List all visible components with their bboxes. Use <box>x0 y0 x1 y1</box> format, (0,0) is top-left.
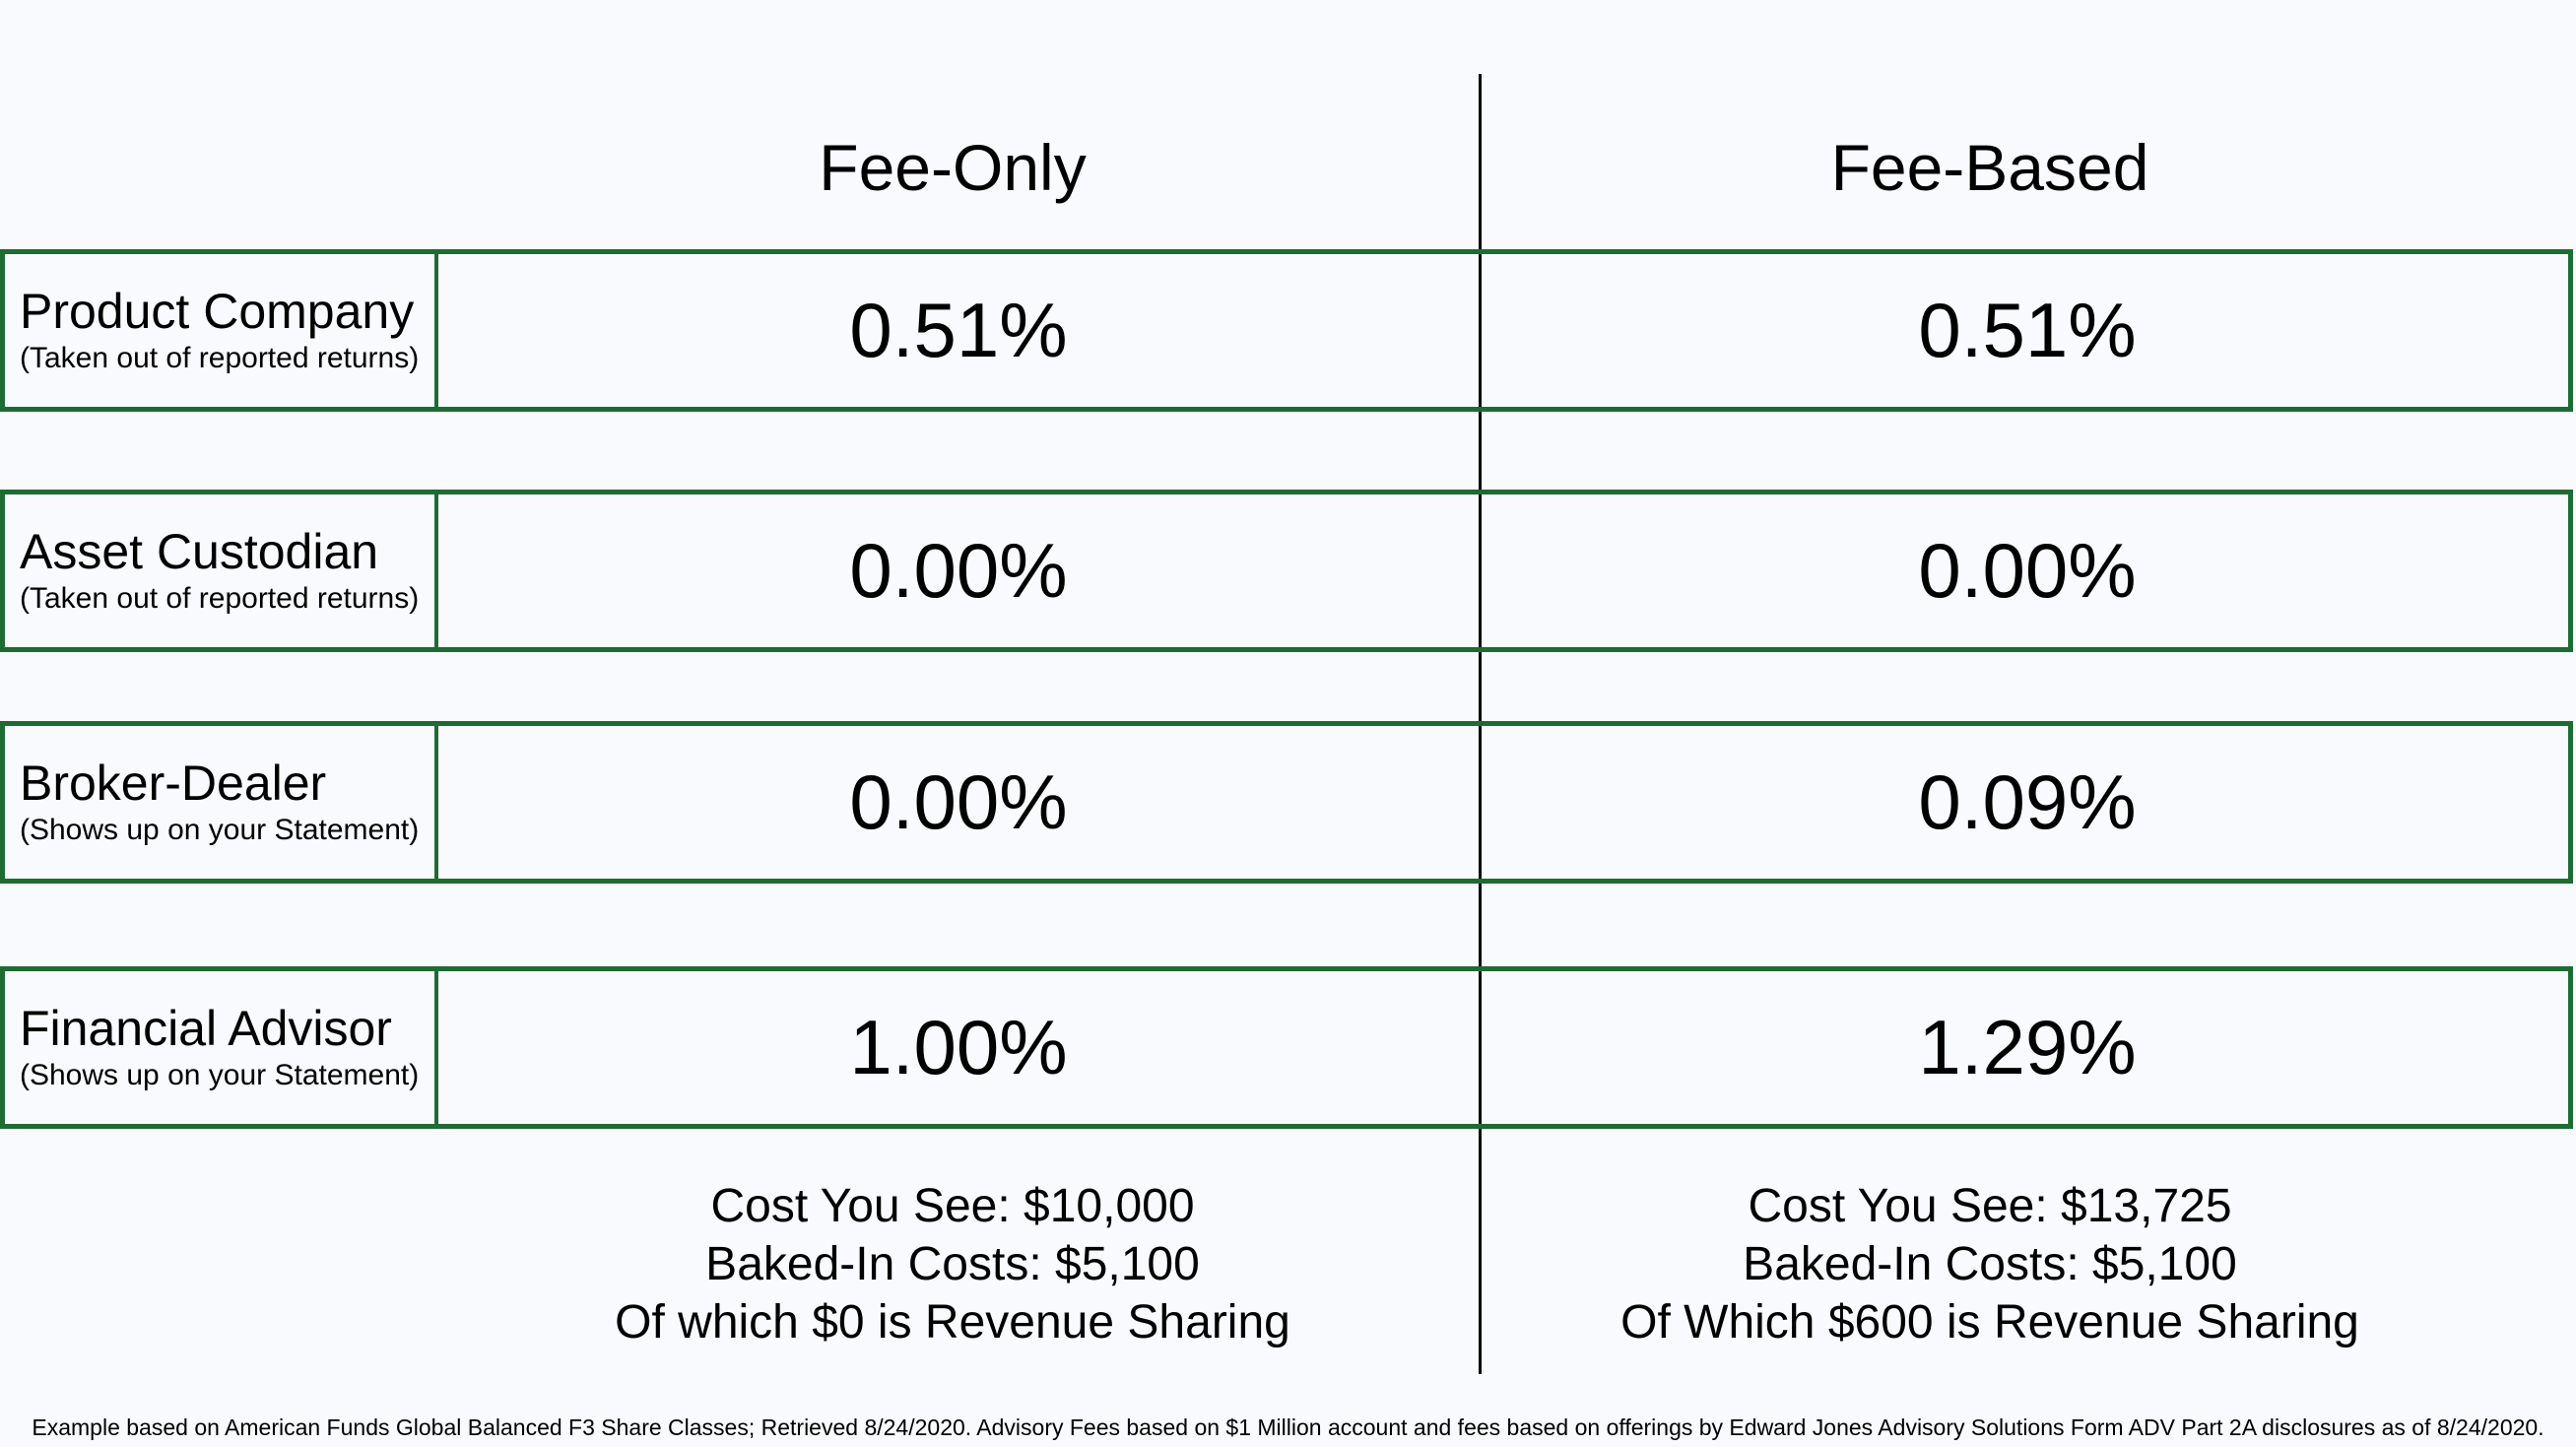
summary-line: Cost You See: $13,725 <box>1748 1180 2232 1232</box>
row-subtitle: (Shows up on your Statement) <box>20 1058 420 1091</box>
summary-fee-only: Cost You See: $10,000 Baked-In Costs: $5… <box>435 1177 1470 1351</box>
row-divider <box>1479 971 1482 1124</box>
row-subtitle: (Taken out of reported returns) <box>20 341 420 374</box>
row-subtitle: (Shows up on your Statement) <box>20 813 420 846</box>
row-label-cell: Product Company (Taken out of reported r… <box>5 254 438 407</box>
fee-only-value: 1.00% <box>849 1004 1068 1090</box>
footnote: Example based on American Funds Global B… <box>32 1414 2544 1440</box>
fee-based-value: 1.29% <box>1918 1004 2137 1090</box>
row-label-cell: Financial Advisor (Shows up on your Stat… <box>5 971 438 1124</box>
header-fee-based: Fee-Based <box>1830 131 2149 204</box>
fee-based-value: 0.00% <box>1918 527 2137 614</box>
summary-line: Baked-In Costs: $5,100 <box>705 1238 1200 1290</box>
fee-only-value: 0.00% <box>849 527 1068 614</box>
row-title: Product Company <box>20 283 415 339</box>
row-label-cell: Broker-Dealer (Shows up on your Statemen… <box>5 726 438 879</box>
row-divider <box>1479 254 1482 407</box>
row-divider <box>1479 726 1482 879</box>
row-broker-dealer: Broker-Dealer (Shows up on your Statemen… <box>0 721 2573 884</box>
summary-fee-based: Cost You See: $13,725 Baked-In Costs: $5… <box>1483 1177 2497 1351</box>
row-financial-advisor: Financial Advisor (Shows up on your Stat… <box>0 966 2573 1129</box>
fee-only-value: 0.51% <box>849 287 1068 373</box>
fee-based-value: 0.51% <box>1918 287 2137 373</box>
row-product-company: Product Company (Taken out of reported r… <box>0 249 2573 412</box>
summary-line: Baked-In Costs: $5,100 <box>1743 1238 2237 1290</box>
fee-only-value: 0.00% <box>849 758 1068 845</box>
fee-based-value: 0.09% <box>1918 758 2137 845</box>
summary-line: Of Which $600 is Revenue Sharing <box>1620 1296 2359 1348</box>
row-asset-custodian: Asset Custodian (Taken out of reported r… <box>0 490 2573 652</box>
summary-line: Cost You See: $10,000 <box>710 1180 1195 1232</box>
header-fee-only: Fee-Only <box>819 131 1087 204</box>
summary-line: Of which $0 is Revenue Sharing <box>615 1296 1290 1348</box>
row-title: Broker-Dealer <box>20 755 327 811</box>
row-divider <box>1479 494 1482 647</box>
row-title: Financial Advisor <box>20 1000 392 1056</box>
row-title: Asset Custodian <box>20 523 379 579</box>
row-subtitle: (Taken out of reported returns) <box>20 581 420 615</box>
row-label-cell: Asset Custodian (Taken out of reported r… <box>5 494 438 647</box>
